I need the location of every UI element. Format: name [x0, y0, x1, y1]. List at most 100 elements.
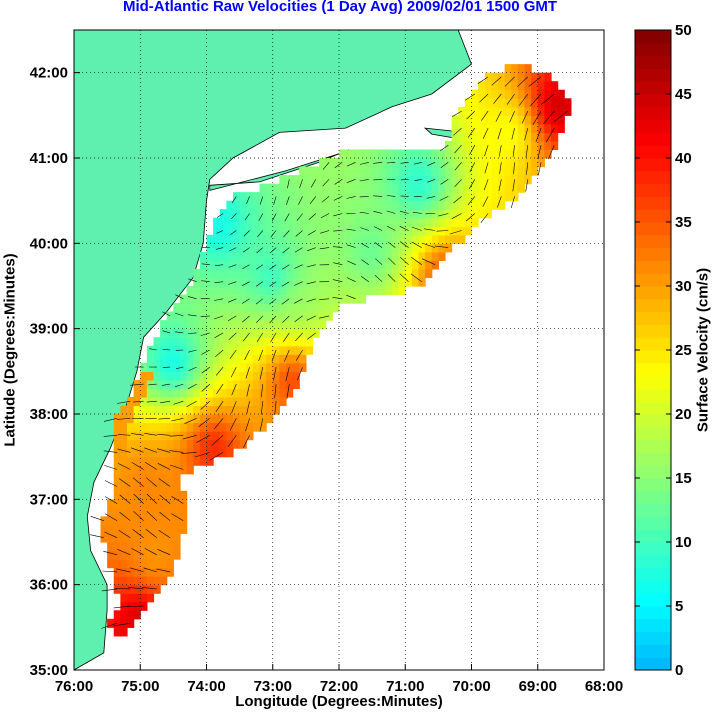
velocity-cell: [140, 456, 148, 466]
velocity-cell: [345, 277, 353, 287]
velocity-cell: [286, 217, 294, 227]
velocity-vector: [143, 567, 157, 573]
velocity-cell: [219, 448, 227, 458]
velocity-cell: [113, 559, 121, 569]
velocity-cell: [339, 200, 347, 210]
velocity-vector: [411, 241, 422, 248]
velocity-cell: [173, 473, 181, 483]
velocity-cell: [153, 465, 161, 475]
velocity-cell: [531, 98, 539, 108]
velocity-cell: [299, 226, 307, 236]
velocity-cell: [252, 422, 261, 432]
velocity-cell: [266, 200, 274, 210]
velocity-cell: [292, 354, 300, 364]
velocity-cell: [279, 311, 287, 321]
velocity-cell: [193, 268, 201, 279]
velocity-cell: [259, 277, 267, 287]
velocity-cell: [319, 286, 327, 296]
velocity-cell: [471, 149, 479, 159]
velocity-cell: [279, 294, 287, 304]
velocity-cell: [266, 371, 274, 381]
velocity-cell: [504, 175, 512, 185]
velocity-cell: [140, 422, 148, 432]
velocity-cell: [233, 277, 241, 287]
velocity-cell: [286, 260, 294, 270]
velocity-cell: [458, 192, 466, 202]
colorbar-tick-label: 45: [675, 86, 692, 103]
velocity-cell: [405, 166, 413, 176]
colorbar-band: [635, 478, 671, 492]
velocity-cell: [113, 414, 121, 424]
velocity-cell: [226, 320, 234, 330]
velocity-vector: [130, 383, 144, 386]
velocity-vector: [454, 162, 462, 171]
velocity-cell: [239, 251, 247, 261]
velocity-vector: [482, 127, 489, 139]
velocity-cell: [299, 192, 307, 202]
velocity-cell: [239, 268, 247, 279]
velocity-cell: [352, 234, 360, 244]
velocity-cell: [484, 132, 492, 142]
velocity-cell: [411, 166, 420, 176]
velocity-cell: [339, 209, 347, 219]
velocity-cell: [146, 533, 155, 543]
velocity-vector: [454, 179, 462, 188]
velocity-vector: [201, 349, 210, 355]
velocity-cell: [173, 371, 181, 381]
velocity-cell: [206, 362, 214, 372]
velocity-cell: [127, 465, 135, 475]
velocity-cell: [213, 243, 221, 253]
velocity-cell: [266, 226, 274, 236]
velocity-cell: [305, 337, 314, 347]
velocity-cell: [358, 183, 367, 193]
velocity-cell: [279, 396, 287, 407]
velocity-cell: [286, 243, 294, 253]
velocity-cell: [325, 209, 333, 219]
velocity-vector: [286, 384, 290, 399]
velocity-cell: [127, 431, 135, 441]
velocity-cell: [398, 226, 406, 236]
velocity-vectors: [90, 76, 568, 629]
velocity-cell: [398, 251, 406, 261]
velocity-cell: [392, 277, 400, 287]
velocity-cell: [332, 294, 340, 304]
velocity-cell: [339, 217, 347, 227]
colorbar-band: [635, 247, 671, 261]
velocity-vector: [524, 128, 529, 141]
velocity-cell: [272, 183, 280, 193]
velocity-cell: [551, 123, 559, 133]
velocity-vector: [497, 128, 502, 140]
velocity-cell: [173, 465, 181, 475]
velocity-cell: [385, 243, 393, 253]
velocity-cell: [504, 149, 512, 159]
velocity-cell: [511, 132, 519, 142]
velocity-vector: [282, 264, 290, 270]
velocity-cell: [385, 226, 393, 236]
velocity-cell: [252, 345, 261, 355]
velocity-cell: [279, 226, 287, 236]
velocity-cell: [233, 362, 241, 372]
velocity-vector: [214, 315, 224, 320]
velocity-vector: [259, 367, 264, 380]
velocity-cell: [411, 268, 420, 279]
velocity-cell: [140, 499, 148, 509]
velocity-cell: [471, 175, 479, 185]
velocity-cell: [378, 226, 386, 236]
velocity-cell: [120, 422, 128, 432]
velocity-cell: [186, 405, 194, 415]
velocity-cell: [246, 354, 254, 364]
velocity-vector: [117, 400, 131, 404]
velocity-cell: [332, 268, 340, 279]
velocity-cell: [305, 251, 314, 261]
velocity-cell: [531, 132, 539, 142]
velocity-cell: [166, 379, 174, 389]
velocity-cell: [471, 98, 479, 108]
velocity-cell: [305, 303, 314, 313]
velocity-vector: [469, 162, 476, 173]
velocity-field: [100, 64, 572, 637]
velocity-cell: [319, 234, 327, 244]
velocity-cell: [425, 217, 433, 227]
velocity-cell: [173, 507, 181, 517]
velocity-cell: [299, 260, 307, 270]
velocity-cell: [239, 217, 247, 227]
